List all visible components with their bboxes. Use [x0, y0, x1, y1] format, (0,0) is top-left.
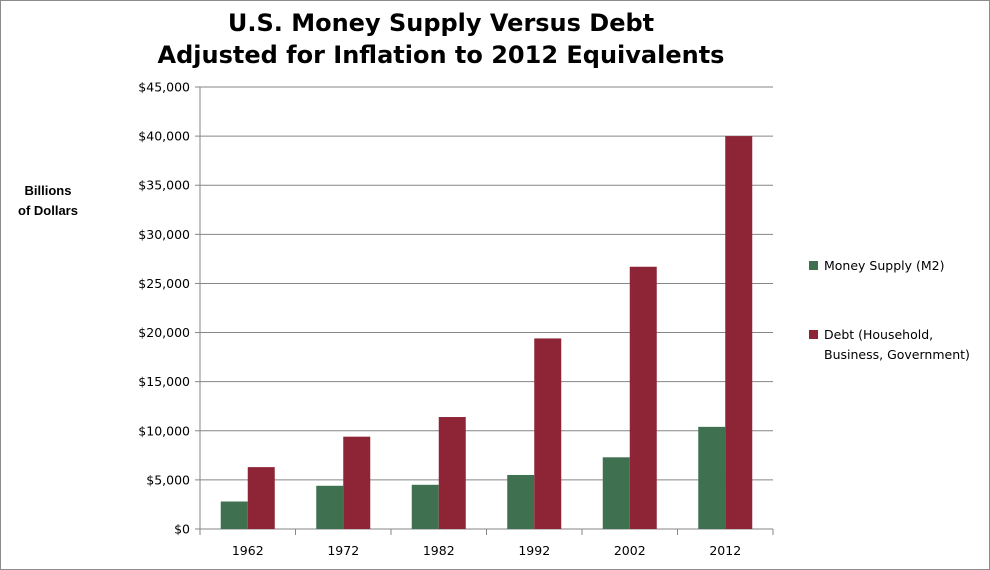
- bar-money-supply: [316, 485, 344, 529]
- legend-label-debt: Debt (Household, Business, Government): [824, 325, 989, 365]
- chart-title-line-1: U.S. Money Supply Versus Debt: [227, 9, 655, 37]
- legend-label-debt-line-2: Business, Government): [824, 347, 970, 362]
- x-tick-label: 2002: [614, 543, 646, 558]
- bar-debt: [438, 417, 466, 529]
- y-axis-label-line-1: Billions: [24, 183, 72, 198]
- y-tick-label: $25,000: [138, 276, 190, 291]
- bar-debt: [534, 338, 562, 529]
- legend-swatch-debt: [809, 330, 818, 339]
- y-tick-label: $0: [174, 522, 190, 537]
- bar-debt: [343, 436, 371, 529]
- y-tick-label: $5,000: [146, 472, 190, 487]
- x-tick-label: 2012: [709, 543, 741, 558]
- bar-debt: [629, 266, 657, 529]
- bar-debt: [725, 136, 753, 529]
- chart-title: U.S. Money Supply Versus Debt Adjusted f…: [141, 7, 741, 71]
- y-tick-label: $30,000: [138, 227, 190, 242]
- y-tick-label: $15,000: [138, 374, 190, 389]
- chart-title-line-2: Adjusted for Inflation to 2012 Equivalen…: [157, 41, 725, 69]
- bar-debt: [247, 467, 275, 529]
- bar-money-supply: [220, 501, 248, 529]
- y-tick-label: $45,000: [138, 80, 190, 95]
- x-tick-label: 1992: [518, 543, 550, 558]
- y-tick-label: $20,000: [138, 325, 190, 340]
- y-axis-label: Billions of Dollars: [7, 181, 89, 221]
- bar-money-supply: [411, 484, 439, 529]
- y-tick-label: $10,000: [138, 423, 190, 438]
- legend-label-money-supply: Money Supply (M2): [824, 258, 945, 273]
- x-tick-label: 1972: [327, 543, 359, 558]
- bar-money-supply: [698, 426, 726, 529]
- y-tick-label: $40,000: [138, 129, 190, 144]
- x-tick-label: 1962: [232, 543, 264, 558]
- bar-money-supply: [507, 474, 535, 529]
- legend-label-debt-line-1: Debt (Household,: [824, 327, 934, 342]
- legend-swatch-money-supply: [809, 261, 818, 270]
- bar-money-supply: [602, 457, 630, 529]
- x-tick-label: 1982: [423, 543, 455, 558]
- y-axis-label-line-2: of Dollars: [18, 203, 78, 218]
- y-tick-label: $35,000: [138, 178, 190, 193]
